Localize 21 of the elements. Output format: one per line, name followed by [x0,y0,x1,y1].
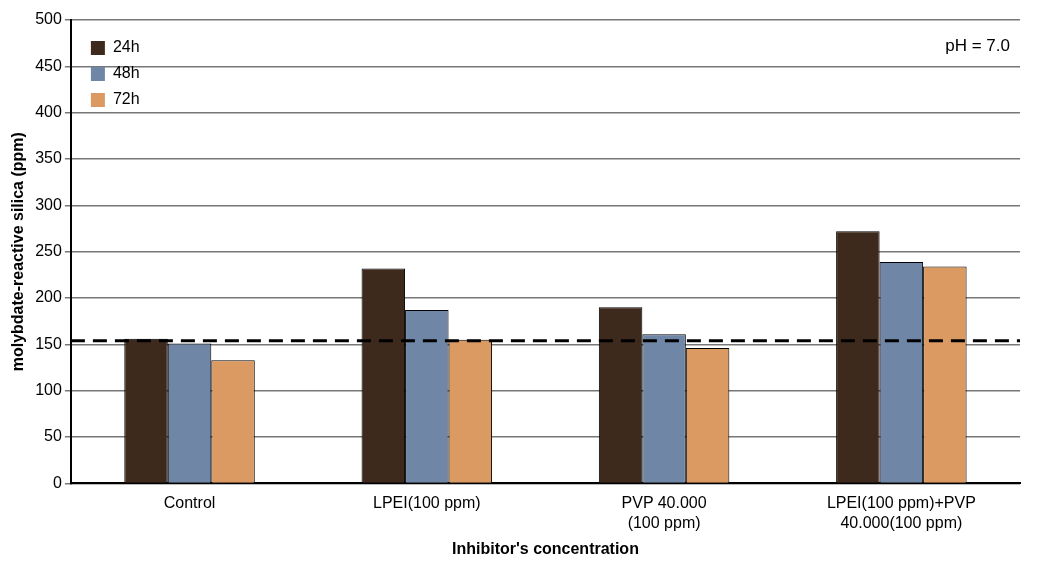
y-tick-label: 450 [35,56,62,74]
y-tick-label: 500 [35,10,62,28]
legend-label: 72h [112,90,140,108]
y-tick-label: 250 [35,242,62,260]
y-tick-label: 150 [35,334,62,352]
y-tick-label: 300 [35,195,62,213]
legend-label: 48h [112,64,140,82]
y-tick-label: 50 [44,427,62,445]
x-tick-label: PVP 40.000 (100 ppm) [621,494,707,531]
y-tick-label: 100 [35,381,62,399]
y-tick-label: 200 [35,288,62,306]
annotation: pH = 7.0 [945,36,1010,56]
x-tick-label: LPEI(100 ppm)+PVP 40.000(100 ppm) [826,494,976,531]
y-axis-title: molybdate-reactive silica (ppm) [9,132,27,372]
y-tick-label: 400 [35,103,62,121]
x-axis-title: Inhibitor's concentration [451,539,639,557]
y-tick-label: 350 [35,149,62,167]
legend-label: 24h [112,38,140,56]
y-tick-label: 0 [52,473,62,491]
x-tick-label: Control [163,494,216,512]
x-tick-label: LPEI(100 ppm) [373,494,481,512]
